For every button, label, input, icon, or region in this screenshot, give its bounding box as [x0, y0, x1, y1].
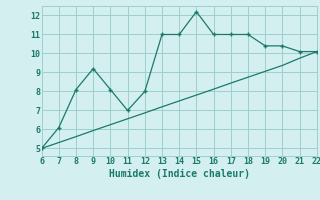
X-axis label: Humidex (Indice chaleur): Humidex (Indice chaleur): [109, 169, 250, 179]
